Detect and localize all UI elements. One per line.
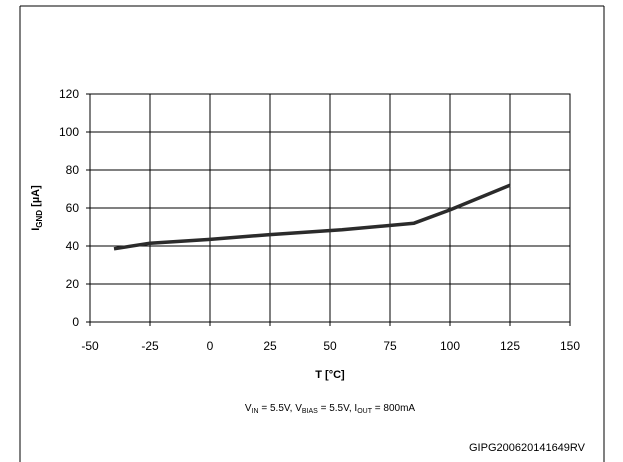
y-tick-label: 0 xyxy=(72,315,79,329)
caption-vin-main: V xyxy=(245,403,252,414)
figure-code: GIPG200620141649RV xyxy=(469,442,586,454)
caption-iout-value: = 800mA xyxy=(372,403,415,414)
y-axis-title-sub: GND xyxy=(35,210,44,228)
x-tick-label: 25 xyxy=(263,339,277,353)
x-tick-label: 0 xyxy=(207,339,214,353)
y-axis-title-unit: [µA] xyxy=(30,185,42,210)
grid xyxy=(86,93,571,326)
frame xyxy=(19,5,605,462)
y-tick-label: 20 xyxy=(66,277,80,291)
series-line-0 xyxy=(113,183,511,251)
y-tick-label: 80 xyxy=(66,163,80,177)
y-axis-title: IGND [µA] xyxy=(30,185,44,231)
y-axis-title-main: I xyxy=(30,228,42,231)
x-tick-label: 75 xyxy=(383,339,397,353)
y-tick-label: 100 xyxy=(59,125,79,139)
caption-vin-sub: IN xyxy=(252,408,259,415)
y-tick-label: 60 xyxy=(66,201,80,215)
x-axis-title: T [°C] xyxy=(315,369,345,381)
x-tick-label: 100 xyxy=(440,339,460,353)
y-tick-label: 40 xyxy=(66,239,80,253)
caption-vin-value: = 5.5V, xyxy=(259,403,296,414)
caption-vbias-value: = 5.5V, xyxy=(318,403,355,414)
x-tick-label: -50 xyxy=(81,339,99,353)
caption-vbias-main: V xyxy=(295,403,302,414)
x-tick-label: -25 xyxy=(141,339,159,353)
x-tick-label: 125 xyxy=(500,339,520,353)
y-tick-label: 120 xyxy=(59,87,79,101)
caption-iout-sub: OUT xyxy=(357,408,373,415)
caption-iout-main: I xyxy=(354,403,357,414)
x-tick-labels: -50 -25 0 25 50 75 100 125 150 xyxy=(81,339,580,353)
caption-vbias-sub: BIAS xyxy=(302,408,318,415)
y-tick-labels: 0 20 40 60 80 100 120 xyxy=(59,87,79,329)
x-tick-label: 50 xyxy=(323,339,337,353)
conditions-caption: VIN = 5.5V, VBIAS = 5.5V, IOUT = 800mA xyxy=(245,403,415,415)
series-group xyxy=(113,183,511,251)
x-tick-label: 150 xyxy=(560,339,580,353)
